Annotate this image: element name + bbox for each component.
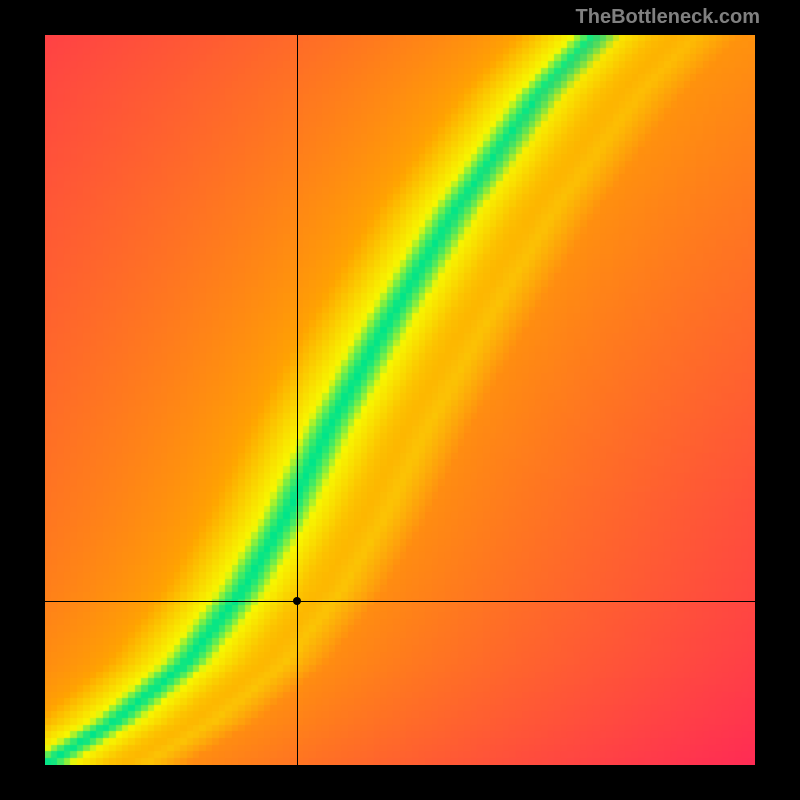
watermark-text: TheBottleneck.com [576, 6, 760, 29]
crosshair-horizontal [45, 601, 755, 602]
plot-area [45, 35, 755, 765]
marker-point [293, 597, 301, 605]
heatmap-canvas [45, 35, 755, 765]
crosshair-vertical [297, 35, 298, 765]
